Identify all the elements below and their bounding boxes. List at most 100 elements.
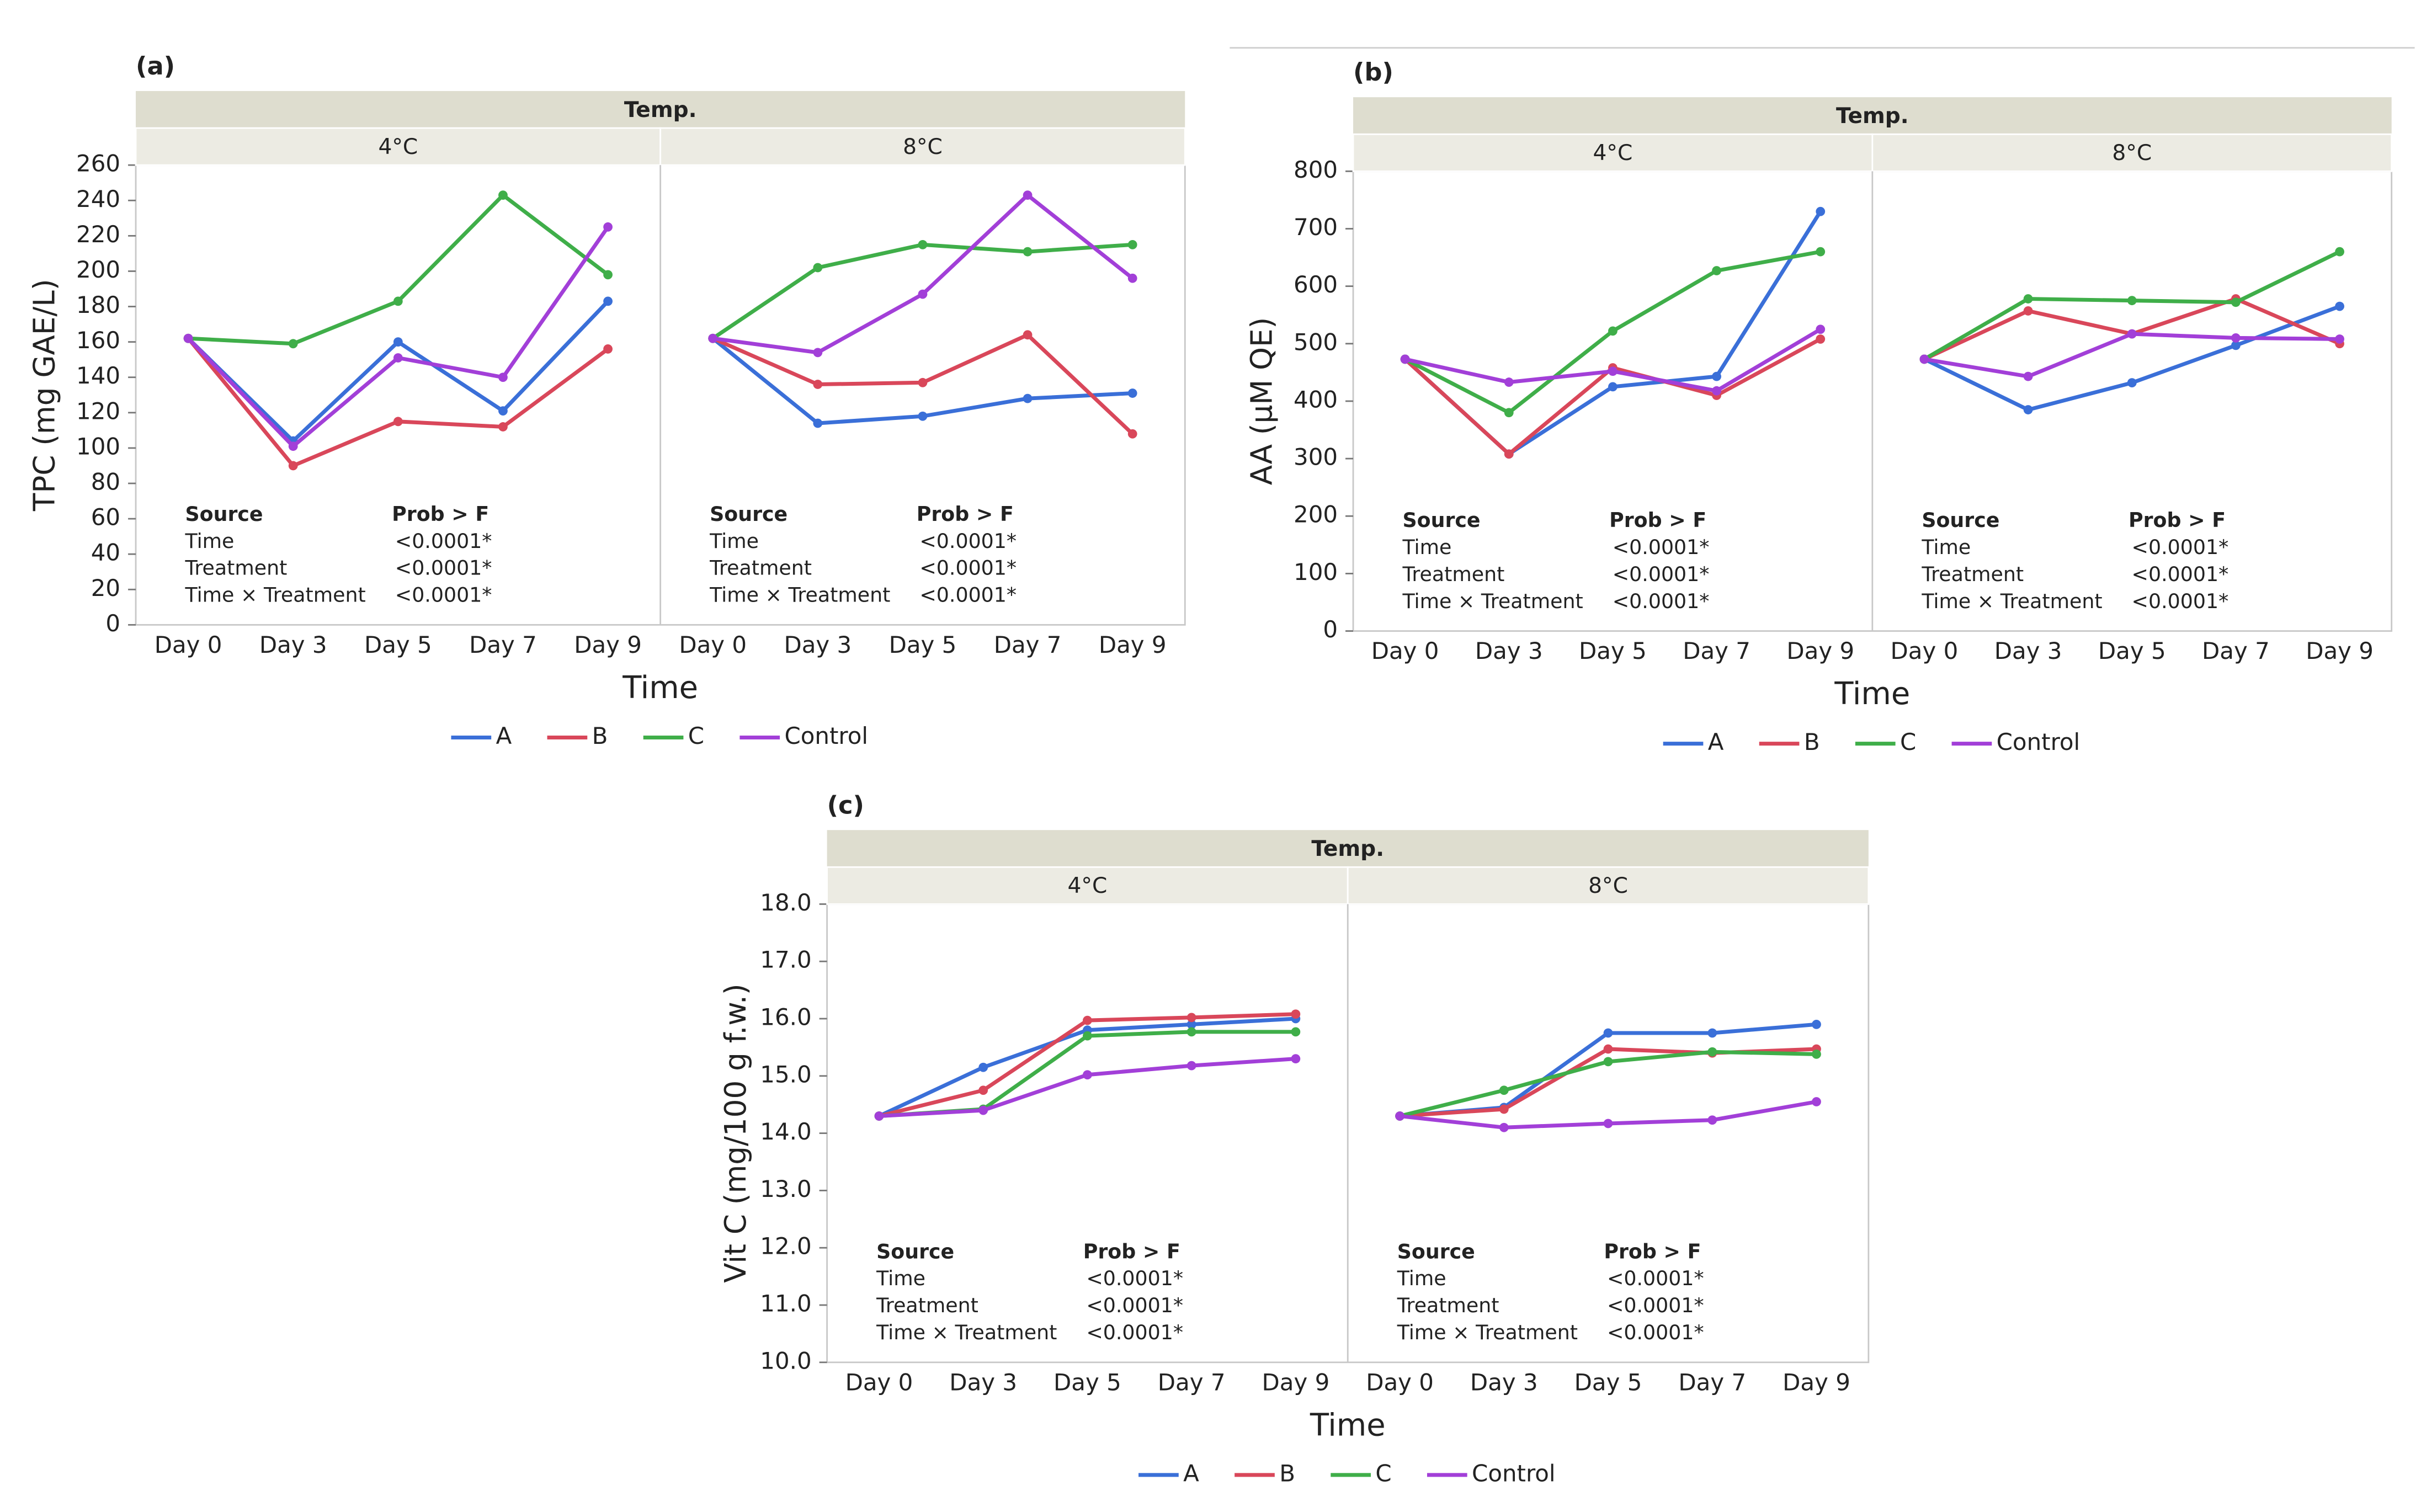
stats-header: Prob > F: [2129, 508, 2226, 532]
y-tick-label: 800: [1294, 156, 1338, 183]
data-point: [813, 263, 823, 273]
data-point: [813, 348, 823, 358]
data-point: [498, 422, 508, 432]
x-tick-label: Day 0: [1891, 637, 1959, 664]
data-point: [1816, 334, 1826, 344]
x-tick-label: Day 3: [784, 631, 852, 658]
data-point: [1499, 1104, 1509, 1114]
x-tick-label: Day 5: [1053, 1369, 1121, 1396]
data-point: [1608, 366, 1617, 376]
data-point: [1707, 1047, 1717, 1057]
data-point: [603, 296, 613, 306]
y-tick-label: 100: [76, 433, 120, 460]
data-point: [288, 441, 298, 451]
data-point: [2335, 301, 2344, 311]
legend-label: Control: [1997, 728, 2081, 755]
y-tick-label: 240: [76, 185, 120, 212]
y-tick-label: 600: [1294, 271, 1338, 298]
data-point: [603, 222, 613, 232]
data-point: [874, 1111, 884, 1121]
stats-p: <0.0001*: [395, 529, 492, 553]
data-point: [978, 1105, 988, 1115]
legend-label: B: [1804, 728, 1820, 755]
stats-header: Source: [710, 502, 788, 526]
data-point: [1608, 382, 1617, 392]
x-tick-label: Day 9: [574, 631, 642, 658]
x-axis-title: Time: [1310, 1407, 1386, 1443]
data-point: [918, 411, 928, 421]
data-point: [603, 270, 613, 280]
x-tick-label: Day 5: [1574, 1369, 1642, 1396]
stats-p: <0.0001*: [2132, 562, 2229, 586]
x-tick-label: Day 3: [949, 1369, 1017, 1396]
data-point: [1712, 266, 1721, 275]
stats-header: Prob > F: [1083, 1239, 1180, 1263]
x-tick-label: Day 9: [2306, 637, 2374, 664]
y-tick-label: 14.0: [760, 1118, 811, 1145]
x-axis-title: Time: [1834, 676, 1910, 712]
data-point: [2335, 334, 2344, 344]
x-tick-label: Day 5: [889, 631, 957, 658]
stats-header: Source: [1402, 508, 1480, 532]
data-point: [393, 353, 403, 363]
x-tick-label: Day 3: [1994, 637, 2062, 664]
stats-p: <0.0001*: [919, 529, 1017, 553]
data-point: [1023, 393, 1033, 403]
data-point: [1083, 1015, 1092, 1025]
data-point: [2231, 340, 2241, 350]
data-point: [1504, 377, 1514, 387]
stats-p: <0.0001*: [1613, 535, 1710, 559]
data-point: [183, 333, 193, 343]
y-axis-title: TPC (mg GAE/L): [28, 279, 62, 512]
y-tick-label: 80: [91, 468, 120, 495]
y-tick-label: 60: [91, 504, 120, 531]
x-tick-label: Day 7: [1683, 637, 1750, 664]
x-tick-label: Day 9: [1099, 631, 1167, 658]
data-point: [1812, 1049, 1821, 1059]
stats-source: Treatment: [185, 556, 288, 580]
data-point: [1291, 1054, 1301, 1064]
data-point: [1812, 1097, 1821, 1106]
stats-header: Source: [185, 502, 263, 526]
panel-title: 8°C: [903, 135, 943, 159]
data-point: [708, 333, 718, 343]
data-point: [2231, 333, 2241, 343]
y-tick-label: 180: [76, 291, 120, 318]
data-point: [393, 296, 403, 306]
x-tick-label: Day 7: [1158, 1369, 1226, 1396]
stats-source: Time × Treatment: [1402, 589, 1583, 613]
data-point: [498, 372, 508, 382]
legend-label: A: [1183, 1460, 1199, 1487]
stats-p: <0.0001*: [2132, 535, 2229, 559]
stats-source: Time: [1921, 535, 1971, 559]
x-tick-label: Day 3: [1470, 1369, 1538, 1396]
y-tick-label: 10.0: [760, 1347, 811, 1374]
x-tick-label: Day 9: [1786, 637, 1854, 664]
x-tick-label: Day 3: [1475, 637, 1543, 664]
legend-label: A: [496, 722, 512, 749]
data-point: [393, 337, 403, 347]
data-point: [1127, 429, 1137, 439]
stats-p: <0.0001*: [1086, 1293, 1183, 1317]
data-point: [1603, 1028, 1613, 1038]
data-point: [1395, 1111, 1404, 1121]
legend-label: A: [1708, 728, 1724, 755]
data-point: [498, 190, 508, 200]
y-tick-label: 160: [76, 327, 120, 354]
data-point: [1023, 330, 1033, 340]
stats-header: Source: [1922, 508, 1999, 532]
stats-p: <0.0001*: [1613, 562, 1710, 586]
stats-header: Prob > F: [1609, 508, 1706, 532]
data-point: [2023, 294, 2033, 304]
data-point: [1712, 386, 1721, 396]
data-point: [2127, 329, 2137, 339]
stats-p: <0.0001*: [2132, 589, 2229, 613]
data-point: [1127, 388, 1137, 398]
data-point: [1608, 326, 1617, 336]
y-tick-label: 100: [1294, 558, 1338, 585]
data-point: [813, 380, 823, 389]
stats-p: <0.0001*: [919, 583, 1017, 607]
data-point: [288, 339, 298, 349]
